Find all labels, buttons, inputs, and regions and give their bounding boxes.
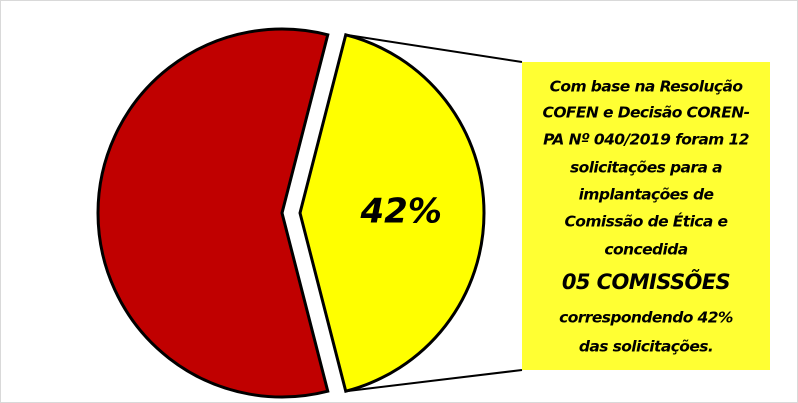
callout-text: 05 COMISSÕES xyxy=(562,269,730,294)
callout-text: Comissão de Ética e xyxy=(565,212,728,231)
callout-text: PA Nº 040/2019 foram 12 xyxy=(543,131,749,149)
callout-text: Com base na Resolução xyxy=(550,78,744,96)
pie-slice xyxy=(96,27,330,399)
callout-text: COFEN e Decisão COREN- xyxy=(543,104,750,122)
callout-box xyxy=(522,62,770,370)
callout-line xyxy=(345,369,523,393)
callout-text: implantações de xyxy=(579,186,714,204)
callout-line xyxy=(345,33,523,63)
callout-text: correspondendo 42% xyxy=(559,309,733,327)
callout-text: das solicitações. xyxy=(579,338,713,356)
pie-slice xyxy=(298,32,486,394)
callout-text: concedida xyxy=(604,241,687,259)
callout-text: solicitações para a xyxy=(570,159,722,177)
value-label: 42% xyxy=(360,192,442,232)
